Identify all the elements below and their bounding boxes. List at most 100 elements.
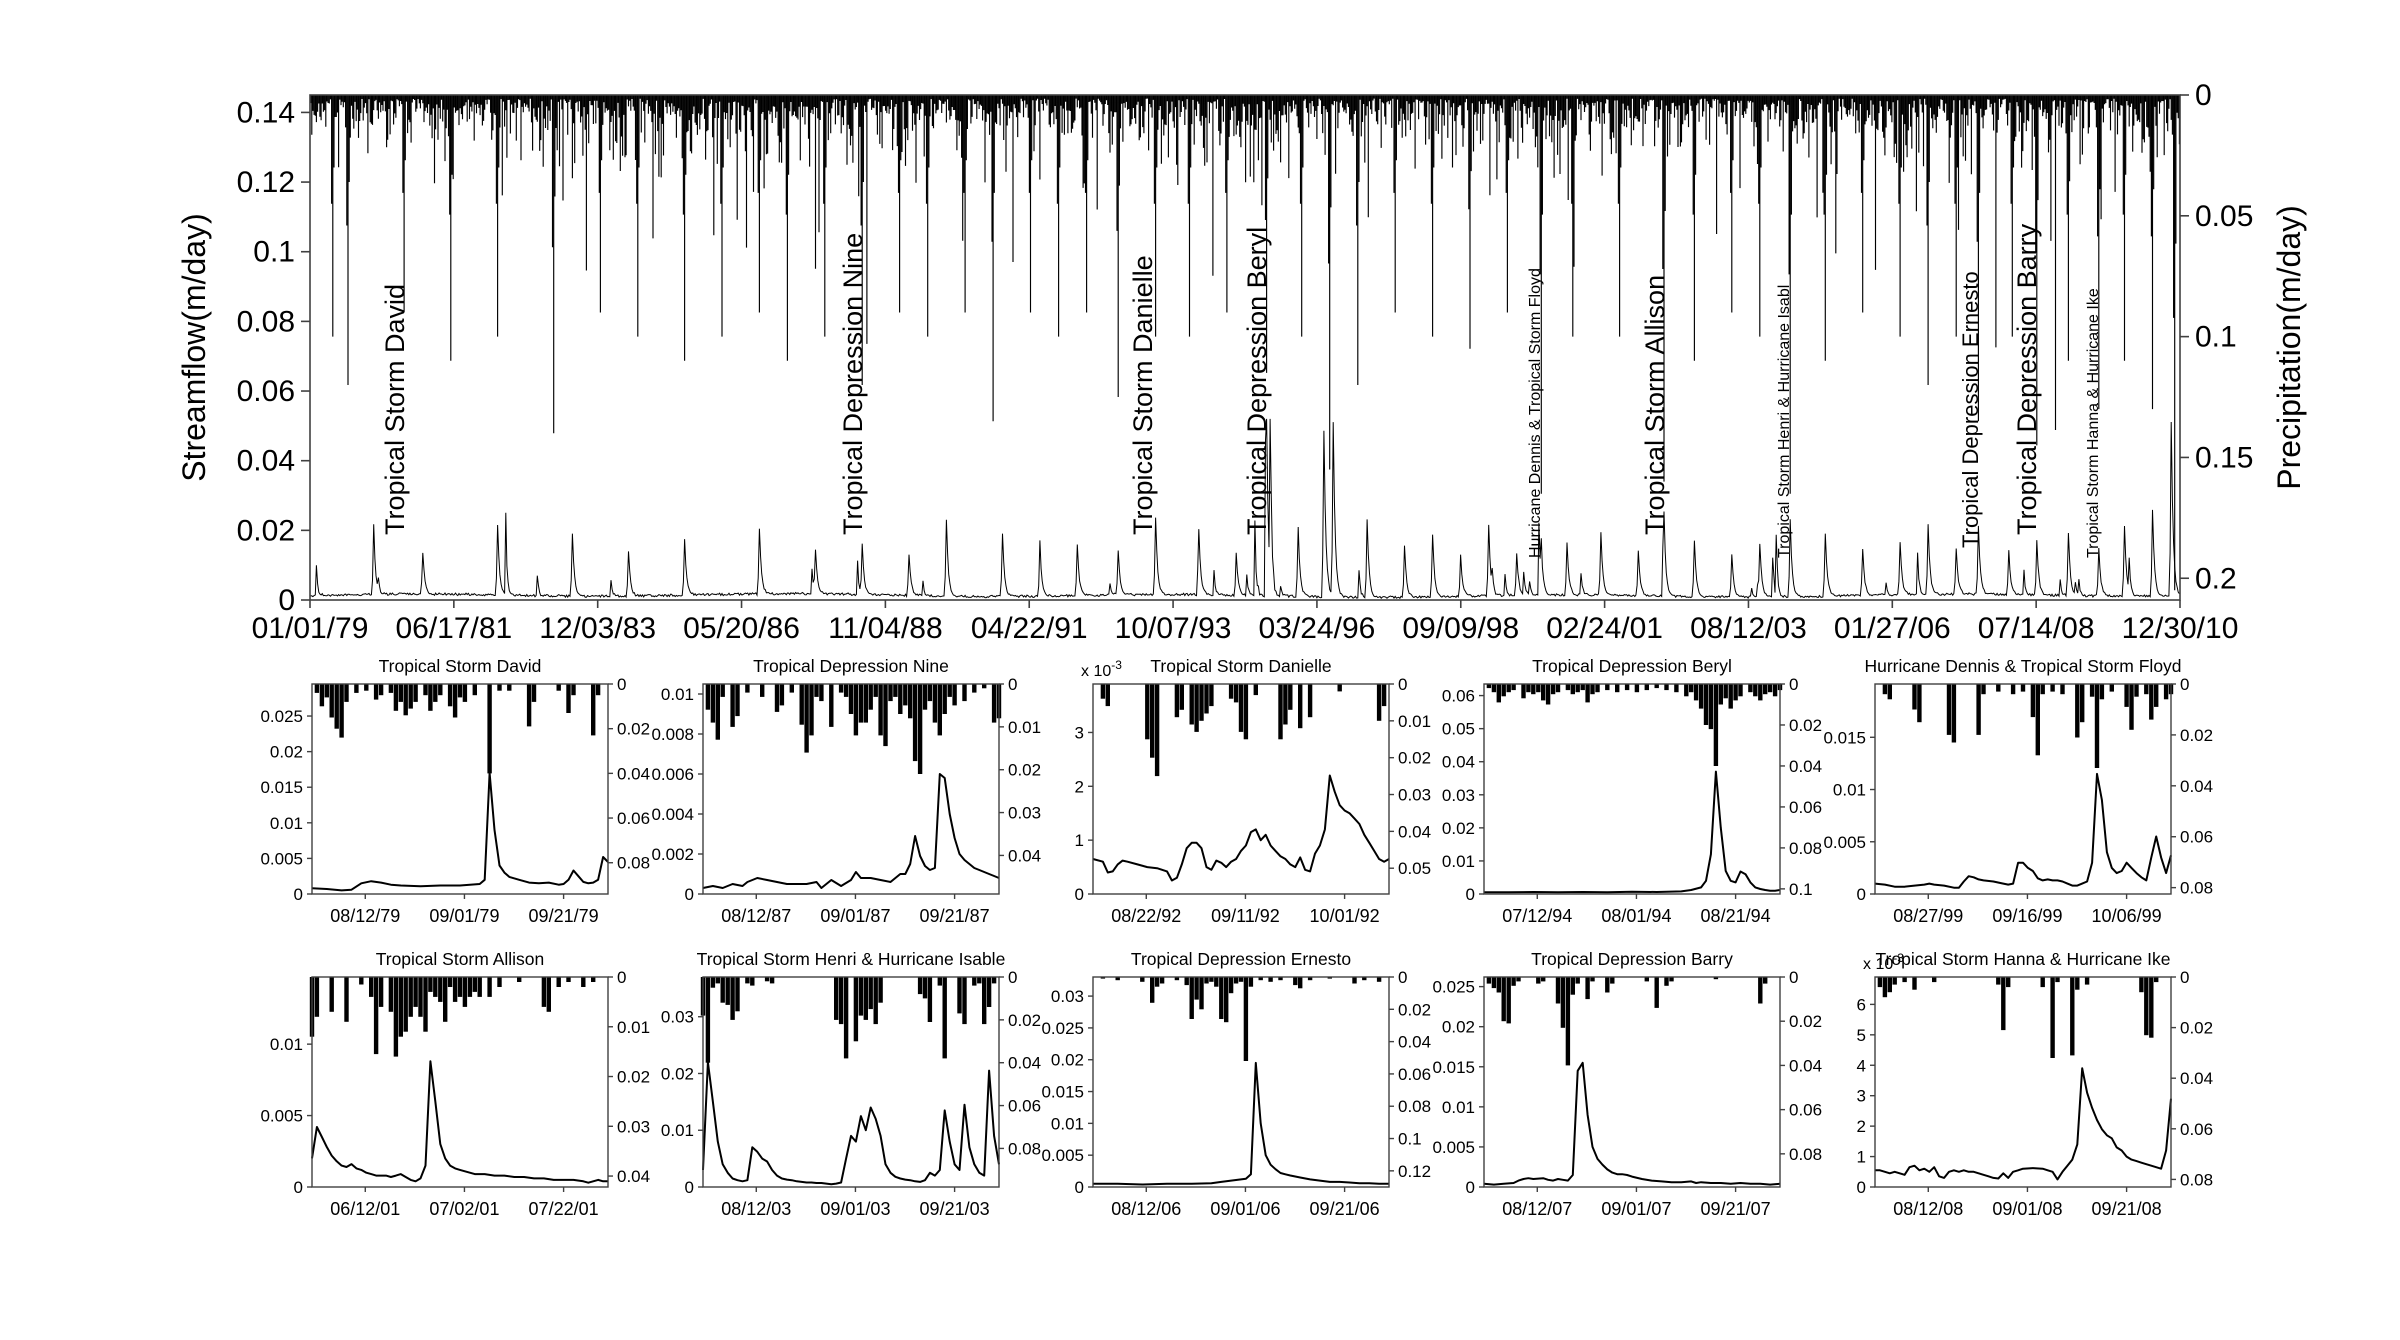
- precip-bar: [438, 977, 443, 1002]
- right-tick-label: 0: [2180, 675, 2189, 694]
- precip-bar: [433, 684, 438, 702]
- precip-bar: [2084, 977, 2090, 985]
- left-tick-label: 0.005: [1432, 1138, 1475, 1157]
- right-tick-label: 0.04: [617, 764, 650, 783]
- axis-exponent-label: x 10-3: [1863, 951, 1904, 973]
- precip-bar: [1902, 977, 1907, 983]
- left-tick-label: 0.01: [661, 1121, 694, 1140]
- x-tick-label: 09/16/99: [1992, 906, 2062, 926]
- left-tick-label: 5: [1857, 1026, 1866, 1045]
- precip-bar: [1708, 684, 1714, 730]
- precip-bar: [329, 684, 334, 718]
- left-tick-label: 0.02: [270, 743, 303, 762]
- left-tick-label: 0.02: [1442, 819, 1475, 838]
- precip-bar: [705, 684, 711, 710]
- precip-bar: [942, 684, 947, 714]
- precip-bar: [329, 977, 334, 1012]
- precip-bar: [2030, 684, 2036, 718]
- subplot-box: [1483, 683, 1781, 895]
- precip-bar: [1516, 977, 1521, 982]
- precip-bar: [1189, 977, 1194, 1019]
- axis-exponent-label: x 10-3: [1081, 658, 1122, 680]
- right-tick-label: 0.06: [2180, 828, 2213, 847]
- precip-bar: [972, 684, 977, 693]
- left-tick-label: 0.008: [651, 725, 694, 744]
- precip-bar: [1772, 684, 1778, 697]
- precip-bar: [1575, 684, 1580, 693]
- subplot-title: Tropical Depression Barry: [1531, 949, 1733, 969]
- precip-bar: [962, 684, 967, 702]
- left-tick-label: 0.14: [237, 96, 295, 129]
- right-tick-label: 0.04: [1398, 1033, 1431, 1052]
- right-tick-label: 0.02: [1789, 1012, 1822, 1031]
- x-tick-label: 12/03/83: [539, 612, 656, 645]
- right-tick-label: 0: [1008, 675, 1017, 694]
- precip-bar: [2144, 684, 2149, 695]
- right-tick-label: 0: [617, 675, 626, 694]
- x-tick-label: 09/11/92: [1211, 906, 1280, 926]
- precip-bar: [937, 684, 942, 736]
- precip-bar: [1615, 684, 1620, 693]
- precip-bar: [1238, 684, 1244, 732]
- precip-bar: [868, 977, 873, 1010]
- precip-bar: [1748, 684, 1753, 693]
- precip-bar: [1536, 684, 1541, 693]
- y-axis-label-streamflow: Streamflow(m/day): [176, 213, 212, 482]
- precip-bar: [2075, 977, 2080, 990]
- precip-bar: [1882, 977, 1888, 998]
- precip-bar: [863, 684, 868, 723]
- precip-bar: [799, 684, 804, 725]
- precip-bar: [1877, 977, 1883, 988]
- precip-bar: [1224, 977, 1229, 1023]
- precip-bar: [917, 684, 923, 774]
- precip-bar: [843, 977, 849, 1059]
- x-tick-label: 08/27/99: [1893, 906, 1963, 926]
- precip-bar: [339, 684, 344, 738]
- precip-bar: [556, 977, 561, 987]
- precip-bar: [1327, 977, 1332, 979]
- left-tick-label: 0.01: [270, 814, 303, 833]
- precip-bar: [1951, 684, 1957, 743]
- subplot-title: Tropical Storm Hanna & Hurricane Ike: [1875, 949, 2170, 969]
- precip-bar: [927, 977, 933, 1022]
- left-tick-label: 2: [1857, 1117, 1866, 1136]
- precip-bar: [1976, 684, 1981, 735]
- precip-bar: [378, 684, 384, 696]
- precip-bar: [531, 684, 537, 702]
- precip-bar: [853, 684, 859, 736]
- precip-bar: [452, 684, 458, 718]
- precip-bar: [1194, 977, 1199, 1000]
- precip-bar: [1150, 977, 1155, 1003]
- precip-bar: [972, 977, 977, 986]
- subplot-box: [702, 683, 1000, 895]
- left-tick-label: 0.1: [253, 236, 295, 269]
- precip-bar: [1228, 977, 1234, 994]
- precip-bar: [1100, 684, 1106, 699]
- precip-bar: [591, 977, 596, 982]
- precip-bar: [457, 977, 463, 997]
- precip-bar: [735, 684, 740, 717]
- precip-bar: [1204, 684, 1209, 714]
- left-tick-label: 0.04: [237, 445, 295, 478]
- x-tick-label: 05/20/86: [683, 612, 800, 645]
- left-tick-label: 0.06: [1442, 687, 1475, 706]
- right-tick-label: 0.03: [617, 1117, 650, 1136]
- precip-bar: [838, 977, 844, 1025]
- precip-bar: [1882, 684, 1888, 695]
- precip-bar: [858, 684, 864, 723]
- x-tick-label: 10/06/99: [2092, 906, 2162, 926]
- y-axis-label-precipitation: Precipitation(m/day): [2271, 205, 2307, 490]
- precip-bar: [497, 977, 502, 987]
- precip-bar: [1912, 684, 1917, 710]
- x-tick-label: 08/12/87: [721, 906, 791, 926]
- precip-bar: [2124, 684, 2129, 707]
- subplot-box: [311, 976, 609, 1188]
- subplot-tropical-depression-nine: 0 0.002 0.004 0.006 0.008 0.01 0 0.01 0.02 0.03 0.…: [651, 656, 1041, 926]
- precip-bar: [1996, 977, 2001, 985]
- precip-bar: [1179, 684, 1184, 710]
- precip-bar: [1624, 684, 1630, 691]
- precip-bar: [1718, 684, 1723, 705]
- streamflow-line: [1092, 774, 1390, 882]
- streamflow-line: [310, 418, 2180, 600]
- precip-bar: [1253, 684, 1258, 696]
